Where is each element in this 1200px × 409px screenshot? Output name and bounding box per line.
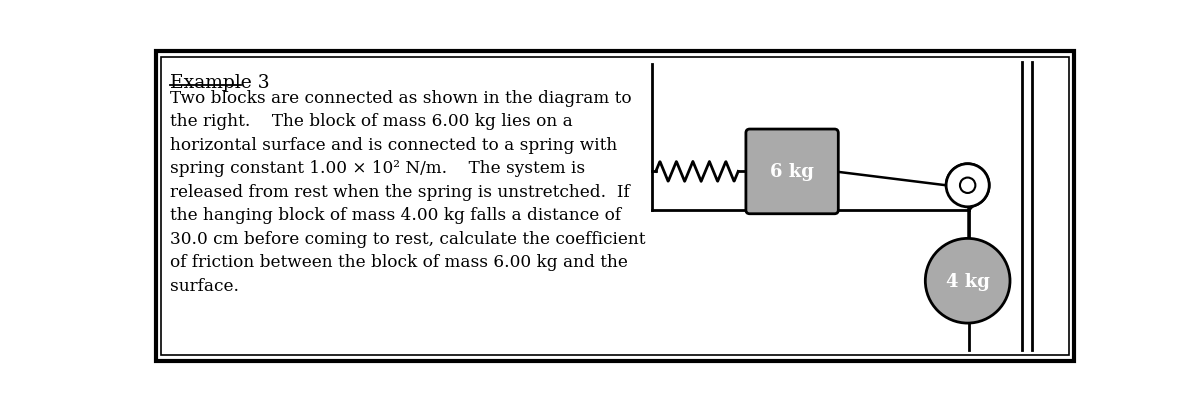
Circle shape <box>925 239 1010 323</box>
Circle shape <box>960 178 976 193</box>
Text: 4 kg: 4 kg <box>946 272 990 290</box>
Circle shape <box>946 164 989 207</box>
Text: the hanging block of mass 4.00 kg falls a distance of: the hanging block of mass 4.00 kg falls … <box>170 207 622 224</box>
Text: the right.    The block of mass 6.00 kg lies on a: the right. The block of mass 6.00 kg lie… <box>170 113 572 130</box>
Text: Example 3: Example 3 <box>170 74 270 92</box>
Text: horizontal surface and is connected to a spring with: horizontal surface and is connected to a… <box>170 137 617 154</box>
Text: 6 kg: 6 kg <box>770 163 814 181</box>
Text: 30.0 cm before coming to rest, calculate the coefficient: 30.0 cm before coming to rest, calculate… <box>170 230 646 247</box>
FancyBboxPatch shape <box>746 130 839 214</box>
Text: spring constant 1.00 × 10² N/m.    The system is: spring constant 1.00 × 10² N/m. The syst… <box>170 160 586 177</box>
Text: surface.: surface. <box>170 277 239 294</box>
Text: released from rest when the spring is unstretched.  If: released from rest when the spring is un… <box>170 184 630 200</box>
Text: Two blocks are connected as shown in the diagram to: Two blocks are connected as shown in the… <box>170 90 631 107</box>
Text: of friction between the block of mass 6.00 kg and the: of friction between the block of mass 6.… <box>170 254 628 271</box>
